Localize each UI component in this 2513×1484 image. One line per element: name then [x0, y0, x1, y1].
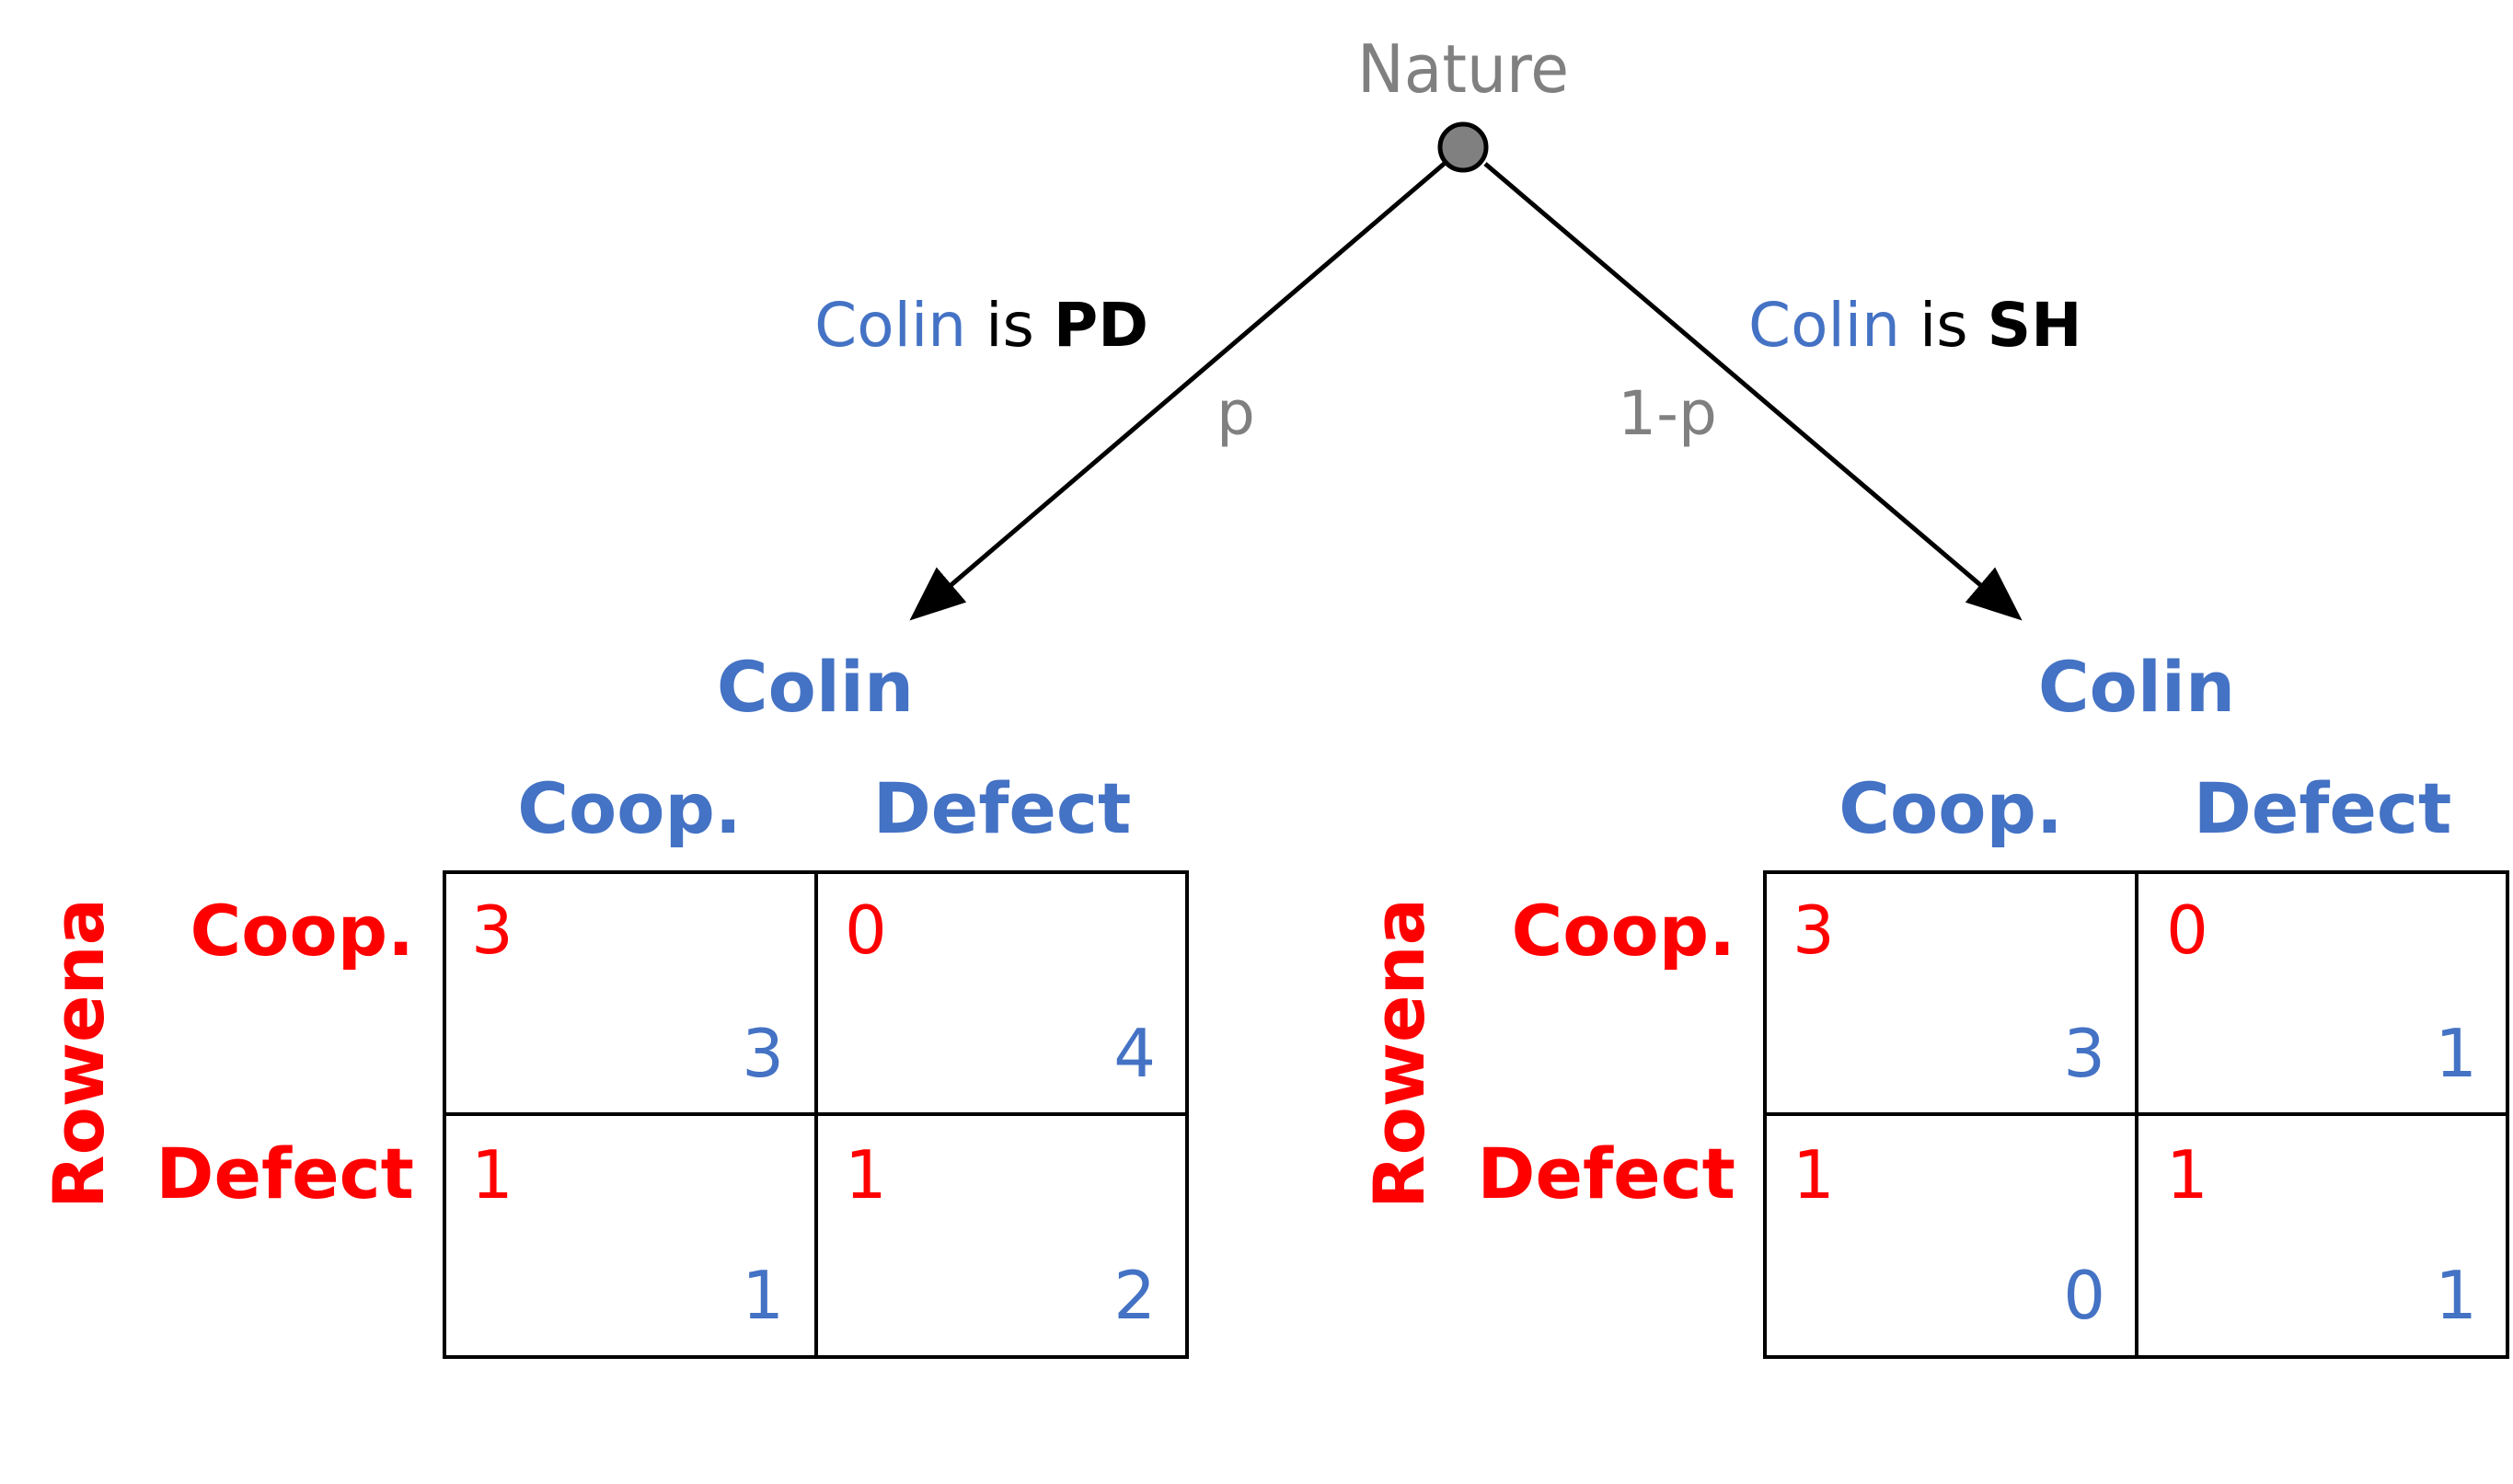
- left-branch-type: PD: [1054, 290, 1148, 361]
- game-left-col-label-coop: Coop.: [517, 767, 741, 849]
- right-branch-type: SH: [1988, 290, 2082, 361]
- game-left-col-player: Colin: [717, 646, 914, 728]
- right-branch-prob: 1-p: [1618, 378, 1717, 449]
- game-right-cell-01-col-payoff: 1: [2435, 1015, 2477, 1092]
- game-matrix-right: Colin Coop. Defect Rowena Coop. Defect 3…: [1358, 646, 2507, 1357]
- game-left-cell-10-row-payoff: 1: [471, 1136, 513, 1214]
- right-branch-player: Colin: [1748, 290, 1900, 361]
- left-branch-connector: is: [966, 290, 1054, 361]
- game-right-cell-00-col-payoff: 3: [2063, 1015, 2105, 1092]
- game-right-cell-01-row-payoff: 0: [2166, 892, 2208, 969]
- game-left-cell-11-col-payoff: 2: [1113, 1257, 1156, 1334]
- game-left-row-player: Rowena: [38, 898, 120, 1209]
- left-branch-label: Colin is PD: [814, 290, 1148, 361]
- left-branch-prob: p: [1216, 378, 1255, 449]
- right-branch-label: Colin is SH: [1748, 290, 2081, 361]
- game-right-col-label-defect: Defect: [2194, 767, 2452, 849]
- left-branch-player: Colin: [814, 290, 966, 361]
- game-right-cell-10-col-payoff: 0: [2063, 1257, 2105, 1334]
- game-left-col-label-defect: Defect: [873, 767, 1132, 849]
- game-right-cell-11-row-payoff: 1: [2166, 1136, 2208, 1214]
- game-left-cell-11-row-payoff: 1: [845, 1136, 887, 1214]
- game-right-col-player: Colin: [2038, 646, 2235, 728]
- game-left-cell-01-col-payoff: 4: [1113, 1015, 1156, 1092]
- game-left-cell-00-row-payoff: 3: [471, 892, 513, 969]
- right-branch-connector: is: [1900, 290, 1988, 361]
- game-matrix-left: Colin Coop. Defect Rowena Coop. Defect 3…: [38, 646, 1187, 1357]
- game-left-row-label-defect: Defect: [156, 1133, 414, 1214]
- game-left-cell-00-col-payoff: 3: [742, 1015, 784, 1092]
- game-left-row-label-coop: Coop.: [190, 890, 414, 972]
- game-right-row-label-defect: Defect: [1477, 1133, 1735, 1214]
- nature-node: [1440, 124, 1486, 170]
- game-right-row-player: Rowena: [1358, 898, 1440, 1209]
- game-right-row-label-coop: Coop.: [1512, 890, 1735, 972]
- game-left-cell-01-row-payoff: 0: [845, 892, 887, 969]
- game-right-cell-11-col-payoff: 1: [2435, 1257, 2477, 1334]
- game-right-col-label-coop: Coop.: [1839, 767, 2062, 849]
- game-right-cell-10-row-payoff: 1: [1793, 1136, 1835, 1214]
- left-branch-line: [916, 160, 1448, 615]
- game-right-cell-00-row-payoff: 3: [1793, 892, 1835, 969]
- nature-label: Nature: [1357, 30, 1569, 108]
- right-branch-line: [1485, 164, 2015, 615]
- game-left-cell-10-col-payoff: 1: [742, 1257, 784, 1334]
